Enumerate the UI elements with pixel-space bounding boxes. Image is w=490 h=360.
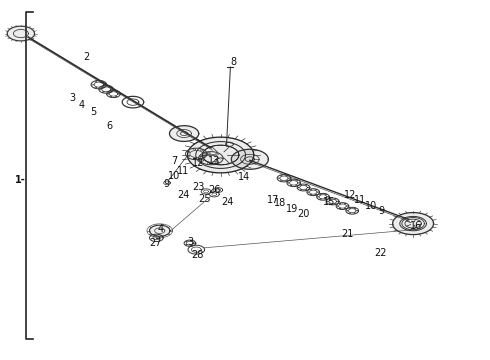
Polygon shape	[231, 149, 269, 169]
Text: 1-: 1-	[15, 175, 25, 185]
Text: 8: 8	[230, 57, 236, 67]
Polygon shape	[149, 225, 170, 236]
Text: 15: 15	[323, 197, 336, 207]
Text: 28: 28	[191, 250, 203, 260]
Text: 13: 13	[208, 156, 220, 166]
Text: 11: 11	[177, 166, 189, 176]
Text: 26: 26	[209, 185, 221, 195]
Text: 14: 14	[238, 172, 250, 182]
Text: 16: 16	[411, 221, 423, 231]
Text: 19: 19	[286, 204, 298, 214]
Text: 7: 7	[171, 157, 177, 166]
Text: 10: 10	[168, 171, 180, 181]
Text: 24: 24	[221, 197, 234, 207]
Text: 11: 11	[354, 195, 366, 205]
Text: 27: 27	[149, 238, 162, 248]
Text: 3: 3	[187, 237, 194, 247]
Text: 2: 2	[83, 52, 90, 62]
Polygon shape	[188, 137, 254, 173]
Text: 4: 4	[157, 224, 163, 234]
Text: 18: 18	[274, 198, 286, 208]
Text: 23: 23	[192, 182, 204, 192]
Text: 12: 12	[343, 190, 356, 200]
Text: 4: 4	[79, 100, 85, 110]
Text: 6: 6	[106, 121, 113, 131]
Text: 20: 20	[297, 209, 310, 219]
Polygon shape	[7, 26, 34, 41]
Polygon shape	[392, 212, 434, 235]
Text: 25: 25	[198, 194, 210, 204]
Text: 3: 3	[69, 93, 75, 103]
Text: 5: 5	[90, 107, 96, 117]
Text: 21: 21	[341, 229, 353, 239]
Text: 24: 24	[177, 190, 190, 201]
Text: 9: 9	[163, 179, 169, 189]
Text: 17: 17	[267, 195, 279, 205]
Text: 9: 9	[378, 206, 385, 216]
Text: 10: 10	[365, 201, 377, 211]
Text: 12: 12	[192, 158, 204, 168]
Text: 22: 22	[374, 248, 387, 258]
Polygon shape	[170, 126, 199, 141]
